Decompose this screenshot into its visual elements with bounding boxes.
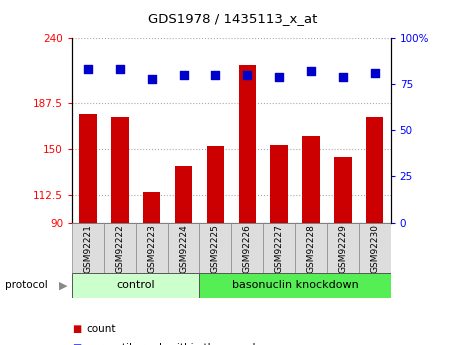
Text: ▶: ▶ bbox=[59, 280, 67, 290]
Bar bbox=[359, 223, 391, 273]
Bar bbox=[263, 223, 295, 273]
Bar bbox=[295, 223, 327, 273]
Bar bbox=[72, 223, 104, 273]
Point bbox=[371, 70, 379, 76]
Bar bbox=[104, 223, 136, 273]
Text: protocol: protocol bbox=[5, 280, 47, 290]
Text: GSM92229: GSM92229 bbox=[339, 224, 347, 273]
Text: control: control bbox=[116, 280, 155, 290]
Text: count: count bbox=[86, 325, 115, 334]
Bar bbox=[72, 273, 199, 298]
Bar bbox=[302, 136, 320, 223]
Bar bbox=[239, 65, 256, 223]
Text: ■: ■ bbox=[72, 325, 81, 334]
Bar bbox=[199, 223, 232, 273]
Text: GSM92226: GSM92226 bbox=[243, 224, 252, 273]
Bar bbox=[136, 223, 168, 273]
Bar bbox=[199, 273, 391, 298]
Bar bbox=[111, 117, 129, 223]
Point bbox=[244, 72, 251, 78]
Text: GDS1978 / 1435113_x_at: GDS1978 / 1435113_x_at bbox=[148, 12, 317, 25]
Point bbox=[275, 74, 283, 79]
Text: GSM92230: GSM92230 bbox=[370, 224, 379, 273]
Bar bbox=[327, 223, 359, 273]
Bar bbox=[232, 223, 263, 273]
Text: GSM92228: GSM92228 bbox=[306, 224, 315, 273]
Text: ■: ■ bbox=[72, 344, 81, 345]
Text: GSM92221: GSM92221 bbox=[84, 224, 93, 273]
Bar bbox=[334, 157, 352, 223]
Point bbox=[116, 67, 124, 72]
Text: GSM92227: GSM92227 bbox=[275, 224, 284, 273]
Bar bbox=[366, 117, 384, 223]
Bar bbox=[175, 166, 193, 223]
Text: GSM92224: GSM92224 bbox=[179, 224, 188, 273]
Bar bbox=[206, 146, 224, 223]
Point bbox=[180, 72, 187, 78]
Text: GSM92223: GSM92223 bbox=[147, 224, 156, 273]
Text: basonuclin knockdown: basonuclin knockdown bbox=[232, 280, 359, 290]
Text: percentile rank within the sample: percentile rank within the sample bbox=[86, 344, 262, 345]
Bar bbox=[79, 114, 97, 223]
Point bbox=[84, 67, 92, 72]
Bar bbox=[270, 145, 288, 223]
Point bbox=[339, 74, 346, 79]
Bar bbox=[143, 192, 160, 223]
Text: GSM92222: GSM92222 bbox=[115, 224, 124, 273]
Point bbox=[307, 68, 315, 74]
Point bbox=[212, 72, 219, 78]
Point bbox=[148, 76, 155, 81]
Bar bbox=[168, 223, 199, 273]
Text: GSM92225: GSM92225 bbox=[211, 224, 220, 273]
